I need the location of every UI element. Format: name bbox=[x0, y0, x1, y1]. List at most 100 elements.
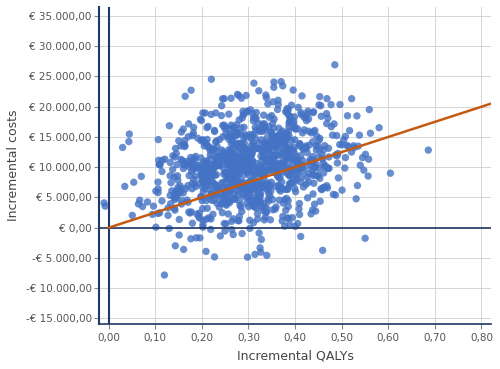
Point bbox=[229, 232, 237, 238]
Point bbox=[259, 167, 267, 173]
Point bbox=[304, 116, 312, 122]
Point bbox=[354, 183, 362, 189]
Point bbox=[270, 153, 278, 159]
Point bbox=[266, 139, 274, 145]
Point bbox=[254, 146, 262, 152]
Point bbox=[250, 115, 258, 121]
Point bbox=[233, 168, 241, 174]
Point bbox=[218, 200, 226, 206]
Point bbox=[252, 110, 260, 115]
Point bbox=[334, 175, 342, 181]
Point bbox=[204, 144, 212, 150]
Point bbox=[222, 221, 230, 227]
Point bbox=[256, 194, 264, 200]
Point bbox=[188, 180, 196, 186]
Point bbox=[277, 137, 285, 143]
Point bbox=[172, 188, 180, 194]
Point bbox=[286, 170, 294, 176]
Point bbox=[289, 177, 297, 183]
Point bbox=[266, 114, 274, 120]
Point bbox=[231, 196, 239, 202]
Point bbox=[270, 160, 278, 166]
Point bbox=[219, 180, 227, 186]
Point bbox=[204, 194, 212, 200]
Point bbox=[204, 172, 212, 178]
Point bbox=[258, 158, 266, 164]
Point bbox=[278, 132, 286, 138]
Point bbox=[259, 150, 267, 156]
Point bbox=[315, 137, 323, 143]
Point bbox=[260, 144, 268, 150]
Point bbox=[236, 170, 244, 176]
Point bbox=[304, 195, 312, 201]
Point bbox=[244, 254, 252, 260]
Point bbox=[168, 166, 176, 172]
Point bbox=[266, 145, 274, 151]
Point bbox=[290, 148, 298, 154]
Point bbox=[281, 140, 289, 146]
Point bbox=[280, 144, 288, 149]
Point bbox=[197, 155, 205, 161]
Point bbox=[267, 129, 275, 135]
Point bbox=[310, 129, 318, 135]
Point bbox=[182, 186, 190, 192]
Point bbox=[246, 155, 254, 161]
Point bbox=[250, 220, 258, 226]
Point bbox=[225, 189, 233, 194]
Point bbox=[252, 170, 260, 176]
Point bbox=[214, 162, 222, 168]
Point bbox=[118, 145, 126, 151]
Point bbox=[282, 165, 290, 170]
Point bbox=[238, 185, 246, 191]
Point bbox=[300, 146, 308, 152]
Point bbox=[246, 149, 254, 155]
Point bbox=[178, 158, 186, 163]
Point bbox=[298, 162, 306, 168]
Point bbox=[250, 140, 258, 146]
Point bbox=[302, 145, 310, 151]
Point bbox=[208, 170, 216, 176]
Point bbox=[226, 165, 234, 171]
Point bbox=[230, 165, 238, 171]
Point bbox=[208, 172, 216, 178]
Point bbox=[248, 152, 256, 158]
Point bbox=[346, 128, 354, 134]
Point bbox=[303, 174, 311, 180]
Point bbox=[188, 209, 196, 215]
Point bbox=[242, 154, 250, 159]
Point bbox=[125, 139, 133, 145]
Point bbox=[240, 135, 248, 141]
Point bbox=[276, 161, 283, 166]
Point bbox=[207, 190, 215, 196]
Point bbox=[234, 188, 241, 194]
Point bbox=[221, 228, 229, 234]
Point bbox=[282, 137, 290, 143]
Point bbox=[341, 165, 349, 171]
Point bbox=[296, 234, 304, 239]
Point bbox=[246, 217, 254, 223]
Point bbox=[170, 206, 178, 211]
Point bbox=[224, 169, 232, 175]
Point bbox=[121, 183, 129, 189]
Point bbox=[298, 93, 306, 99]
Point bbox=[235, 144, 243, 149]
Point bbox=[222, 170, 230, 176]
Point bbox=[366, 107, 374, 113]
Point bbox=[243, 182, 251, 188]
Point bbox=[220, 151, 228, 157]
Point bbox=[266, 159, 274, 165]
Point bbox=[270, 165, 278, 171]
Point bbox=[244, 164, 252, 170]
Point bbox=[181, 138, 189, 144]
Point bbox=[314, 173, 322, 179]
Point bbox=[226, 131, 234, 137]
Point bbox=[194, 162, 202, 168]
Point bbox=[224, 190, 232, 196]
Point bbox=[224, 161, 232, 167]
Point bbox=[222, 170, 230, 176]
Point bbox=[186, 161, 194, 167]
Point bbox=[198, 118, 205, 124]
Point bbox=[219, 134, 227, 140]
Point bbox=[278, 132, 286, 138]
Point bbox=[238, 151, 246, 156]
